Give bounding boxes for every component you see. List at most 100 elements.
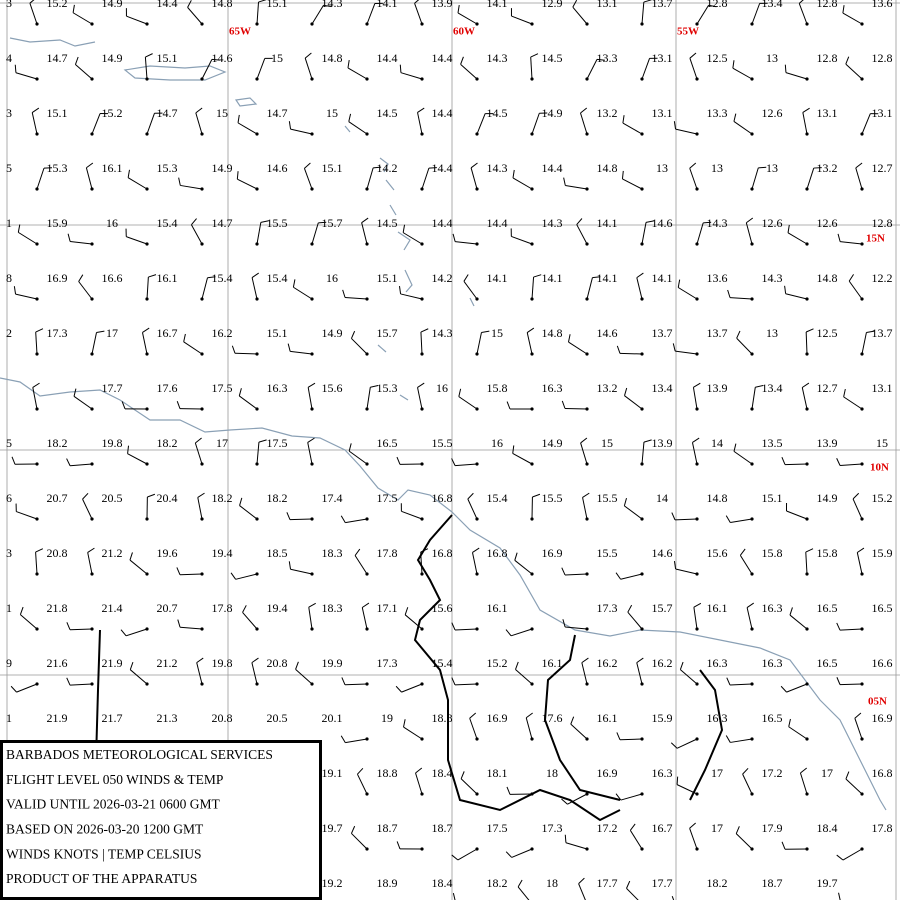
barb-feather bbox=[506, 786, 511, 795]
barb-staff bbox=[675, 128, 698, 135]
temperature: 13.9 bbox=[817, 436, 838, 450]
temperature: 15.3 bbox=[377, 381, 398, 395]
barb-feather bbox=[251, 272, 260, 278]
barb-feather bbox=[576, 218, 583, 225]
barb-feather bbox=[211, 58, 220, 61]
barb-feather bbox=[671, 512, 676, 521]
temperature: 15.6 bbox=[322, 381, 343, 395]
temperature: 20.5 bbox=[102, 491, 123, 505]
temperature: 13 bbox=[711, 161, 723, 175]
temperature: 14.6 bbox=[212, 51, 233, 65]
temperature: 14.5 bbox=[487, 106, 508, 120]
temperature: 17.7 bbox=[597, 876, 618, 890]
barb-feather bbox=[295, 661, 299, 670]
barb-staff bbox=[293, 286, 313, 300]
barb-feather bbox=[239, 497, 243, 506]
barb-staff bbox=[72, 12, 93, 25]
barb-staff bbox=[454, 628, 478, 631]
barb-feather bbox=[67, 233, 71, 242]
barb-staff bbox=[251, 277, 258, 300]
barb-staff bbox=[345, 297, 368, 300]
temperature: 14.8 bbox=[817, 271, 838, 285]
barb-staff bbox=[91, 113, 101, 135]
temperature: 14.1 bbox=[487, 0, 508, 10]
coastline bbox=[9, 37, 96, 47]
barb-staff bbox=[696, 5, 709, 25]
barb-staff bbox=[69, 628, 93, 631]
barb-feather bbox=[340, 515, 346, 523]
barb-feather bbox=[147, 493, 156, 498]
temperature: 17.2 bbox=[597, 821, 618, 835]
temperature: 17.3 bbox=[377, 656, 398, 670]
barb-staff bbox=[512, 452, 533, 465]
barb-feather bbox=[304, 52, 312, 59]
barb-staff bbox=[733, 121, 753, 135]
temperature: 17.1 bbox=[377, 601, 398, 615]
barb-staff bbox=[455, 241, 478, 245]
temperature: 14.9 bbox=[542, 436, 563, 450]
barb-staff bbox=[677, 287, 698, 300]
barb-staff bbox=[852, 498, 863, 520]
barb-feather bbox=[842, 5, 845, 14]
temperature: 15.4 bbox=[157, 216, 178, 230]
barb-staff bbox=[786, 683, 808, 693]
barb-staff bbox=[861, 332, 867, 355]
barb-staff bbox=[565, 626, 588, 630]
barb-staff bbox=[256, 2, 260, 25]
barb-feather bbox=[736, 330, 741, 339]
temperature: 14.6 bbox=[597, 326, 618, 340]
temperature: 14.3 bbox=[432, 326, 453, 340]
temperature: 19.7 bbox=[817, 876, 838, 890]
barb-staff bbox=[641, 58, 651, 80]
barb-staff bbox=[572, 6, 588, 25]
barb-feather bbox=[843, 388, 846, 397]
barb-staff bbox=[417, 112, 423, 135]
barb-staff bbox=[366, 167, 374, 190]
barb-feather bbox=[727, 289, 731, 298]
temperature: 15.6 bbox=[432, 601, 453, 615]
barb-feather bbox=[237, 114, 240, 123]
barb-staff bbox=[354, 555, 368, 575]
barb-staff bbox=[20, 614, 38, 630]
barb-feather bbox=[29, 0, 35, 4]
temperature: 17.6 bbox=[157, 381, 178, 395]
barb-feather bbox=[615, 793, 622, 801]
barb-staff bbox=[840, 463, 863, 467]
temperature: 14.4 bbox=[157, 0, 178, 10]
temperature: 21.7 bbox=[102, 711, 123, 725]
temperature: 13.2 bbox=[597, 106, 618, 120]
barb-feather bbox=[739, 548, 746, 556]
temperature: 15.4 bbox=[432, 656, 453, 670]
temperature: 16.7 bbox=[652, 821, 673, 835]
barb-feather bbox=[13, 286, 17, 295]
temperature: 15.6 bbox=[707, 546, 728, 560]
barb-staff bbox=[234, 352, 258, 355]
barb-staff bbox=[674, 518, 698, 521]
barb-feather bbox=[837, 233, 841, 242]
barb-staff bbox=[237, 122, 258, 135]
temperature: 12.7 bbox=[872, 161, 893, 175]
barb-feather bbox=[451, 677, 456, 686]
barb-staff bbox=[586, 59, 598, 80]
temperature: 14.8 bbox=[597, 161, 618, 175]
barb-staff bbox=[356, 773, 368, 795]
barb-feather bbox=[525, 712, 533, 719]
temperature: 16.5 bbox=[377, 436, 398, 450]
barb-feather bbox=[78, 274, 84, 282]
temperature: 17 bbox=[106, 326, 118, 340]
barb-staff bbox=[366, 387, 371, 410]
barb-feather bbox=[624, 387, 628, 396]
temperature: 14.9 bbox=[102, 0, 123, 10]
barb-feather bbox=[742, 767, 749, 775]
barb-staff bbox=[788, 726, 808, 740]
barb-feather bbox=[572, 0, 578, 8]
barb-staff bbox=[806, 167, 815, 190]
barb-staff bbox=[400, 293, 423, 300]
temperature: 16 bbox=[326, 271, 338, 285]
barb-feather bbox=[703, 221, 712, 224]
barb-staff bbox=[565, 842, 588, 850]
barb-staff bbox=[693, 607, 698, 630]
temperature: 16.5 bbox=[817, 656, 838, 670]
barb-feather bbox=[645, 220, 654, 223]
barb-feather bbox=[414, 0, 420, 4]
